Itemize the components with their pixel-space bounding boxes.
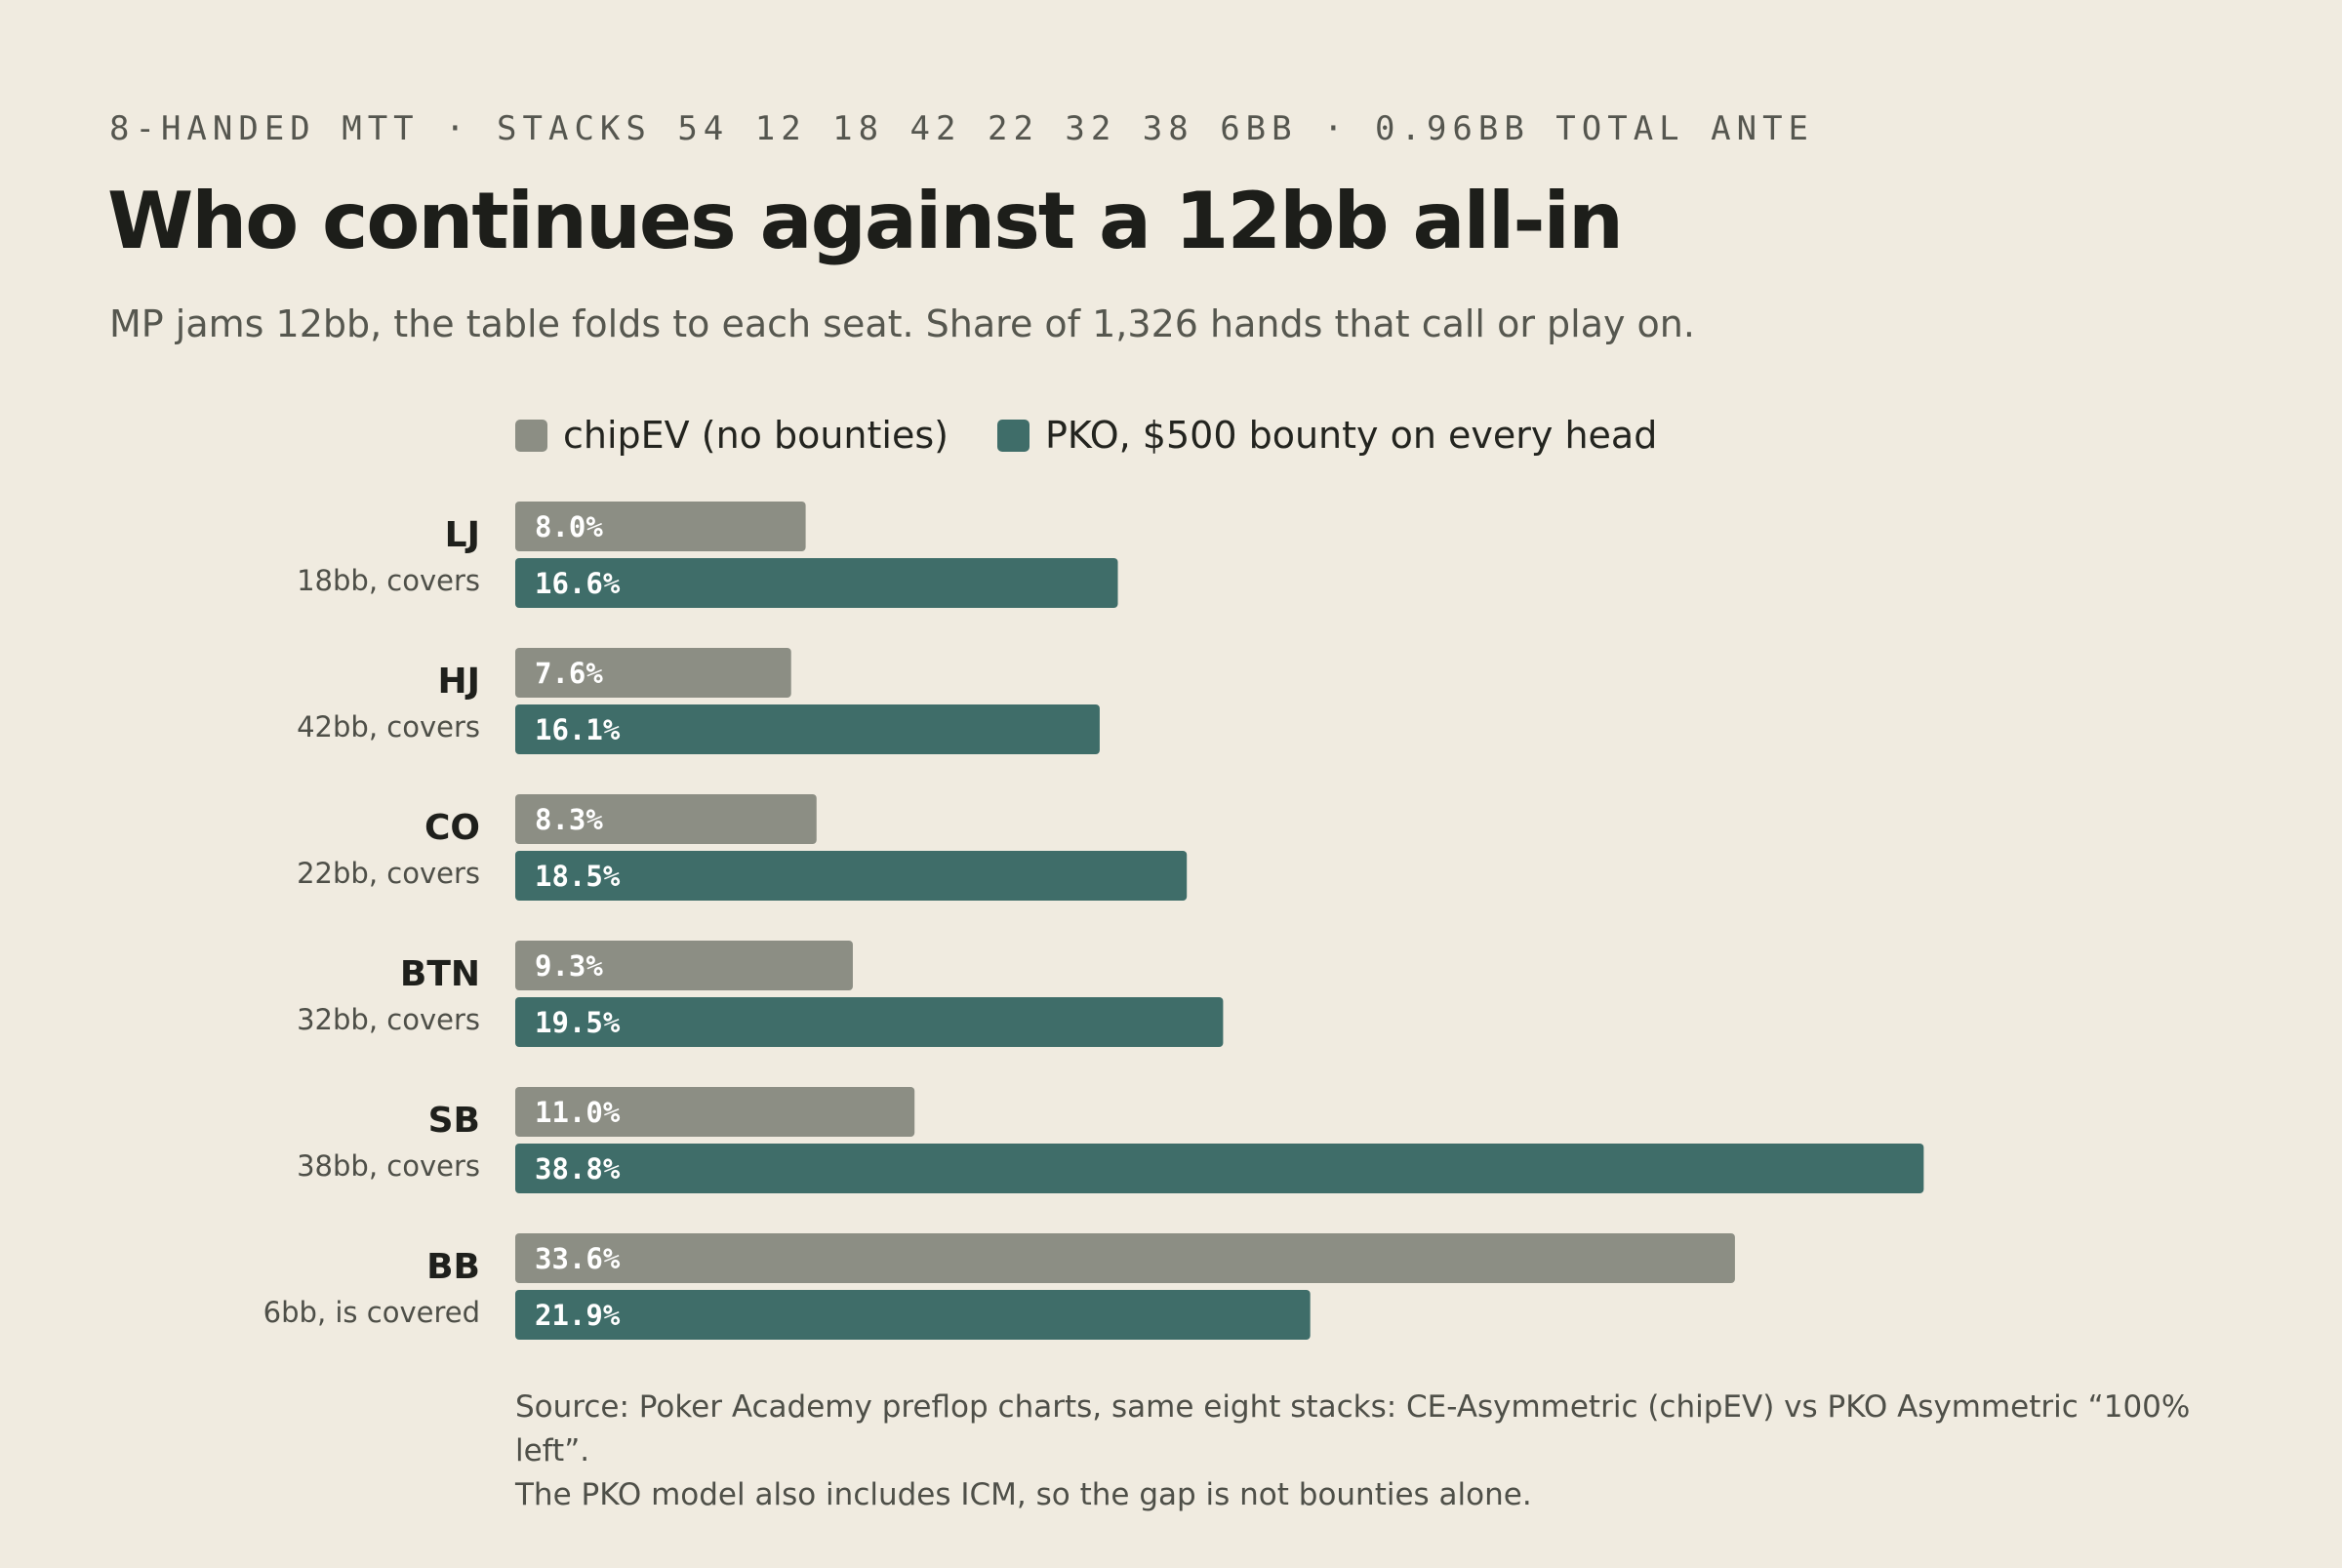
legend-item-chipev: chipEV (no bounties) bbox=[515, 414, 949, 457]
bar-chart: LJ 18bb, covers 8.0% 16.6% HJ 42bb, covers 7.6… bbox=[263, 502, 1924, 1340]
bar-chipev-lj bbox=[515, 502, 806, 551]
bar-chipev-hj bbox=[515, 648, 791, 698]
bar-pko-co bbox=[515, 851, 1188, 901]
source-line-1: Source: Poker Academy preflop charts, sa… bbox=[515, 1389, 2191, 1468]
category-label-lj: LJ bbox=[445, 515, 480, 555]
category-note-lj: 18bb, covers bbox=[297, 564, 480, 597]
category-note-co: 22bb, covers bbox=[297, 857, 480, 890]
legend-swatch-chipev bbox=[515, 419, 547, 452]
bar-chipev-btn bbox=[515, 941, 853, 990]
data-label-pko-co: 18.5% bbox=[535, 860, 621, 893]
category-note-bb: 6bb, is covered bbox=[263, 1296, 480, 1329]
source-line-2: The PKO model also includes ICM, so the … bbox=[515, 1477, 1532, 1512]
bar-pko-sb bbox=[515, 1144, 1924, 1193]
data-label-chipev-co: 8.3% bbox=[535, 803, 603, 836]
bar-pko-lj bbox=[515, 558, 1118, 608]
category-note-hj: 42bb, covers bbox=[297, 710, 480, 744]
data-label-pko-sb: 38.8% bbox=[535, 1152, 621, 1186]
chart-subtitle: MP jams 12bb, the table folds to each se… bbox=[109, 302, 1695, 345]
legend-label-pko: PKO, $500 bounty on every head bbox=[1044, 414, 1658, 457]
bar-chipev-bb bbox=[515, 1233, 1735, 1283]
legend: chipEV (no bounties) PKO, $500 bounty on… bbox=[515, 414, 1706, 457]
legend-item-pko: PKO, $500 bounty on every head bbox=[996, 414, 1658, 457]
category-note-btn: 32bb, covers bbox=[297, 1003, 480, 1036]
data-label-chipev-bb: 33.6% bbox=[535, 1242, 621, 1275]
category-label-bb: BB bbox=[426, 1247, 480, 1287]
bar-pko-hj bbox=[515, 704, 1100, 754]
legend-swatch-pko bbox=[996, 419, 1030, 452]
category-label-hj: HJ bbox=[437, 662, 480, 702]
category-note-sb: 38bb, covers bbox=[297, 1149, 480, 1183]
category-label-sb: SB bbox=[428, 1101, 480, 1141]
bar-chipev-co bbox=[515, 794, 817, 844]
data-label-pko-btn: 19.5% bbox=[535, 1006, 621, 1039]
chart-kicker: 8-HANDED MTT · STACKS 54 12 18 42 22 32 … bbox=[109, 109, 1815, 148]
data-label-pko-hj: 16.1% bbox=[535, 713, 621, 746]
bar-chipev-sb bbox=[515, 1087, 915, 1137]
legend-label-chipev: chipEV (no bounties) bbox=[563, 414, 949, 457]
data-label-pko-lj: 16.6% bbox=[535, 567, 621, 600]
category-label-co: CO bbox=[424, 808, 480, 848]
data-label-pko-bb: 21.9% bbox=[535, 1299, 621, 1332]
bar-pko-btn bbox=[515, 997, 1224, 1047]
source-note: Source: Poker Academy preflop charts, sa… bbox=[515, 1386, 2272, 1517]
data-label-chipev-btn: 9.3% bbox=[535, 949, 603, 983]
chart-title: Who continues against a 12bb all-in bbox=[107, 176, 1624, 266]
data-label-chipev-sb: 11.0% bbox=[535, 1096, 621, 1129]
bar-pko-bb bbox=[515, 1290, 1311, 1340]
data-label-chipev-lj: 8.0% bbox=[535, 510, 603, 543]
category-label-btn: BTN bbox=[400, 954, 480, 994]
data-label-chipev-hj: 7.6% bbox=[535, 657, 603, 690]
